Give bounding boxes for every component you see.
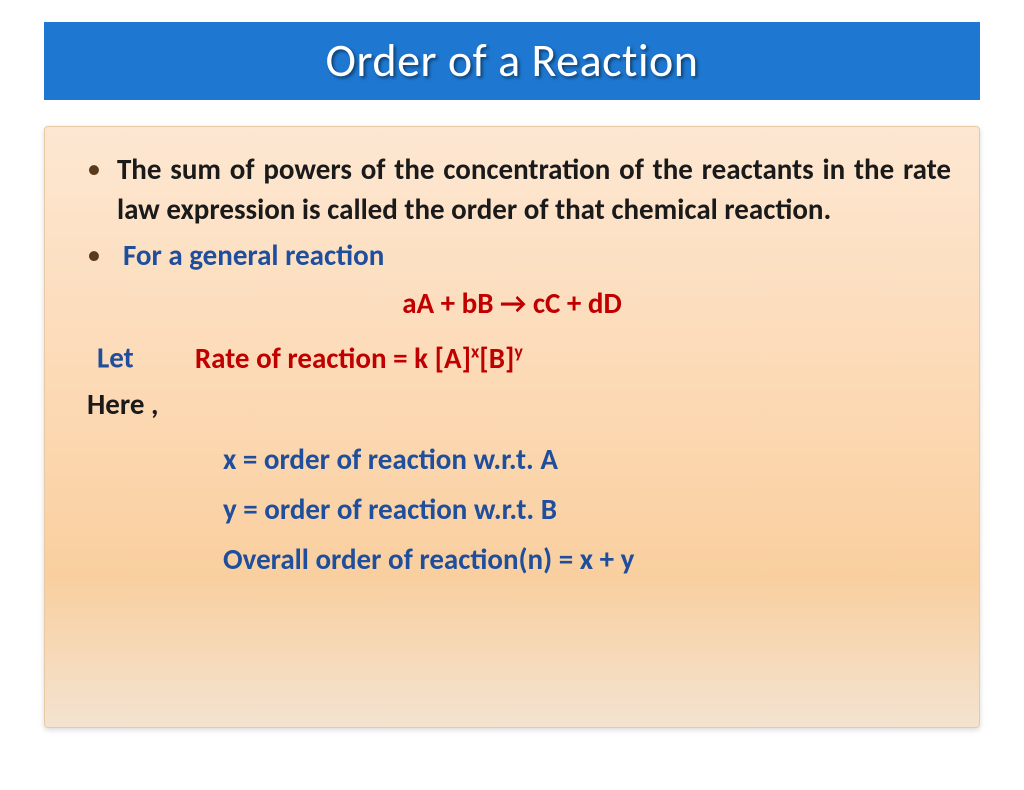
rate-expression: Rate of reaction = k [A]x[B]y xyxy=(195,340,523,376)
general-reaction-label: For a general reaction xyxy=(123,235,384,275)
overall-order-line: Overall order of reaction(n) = x + y xyxy=(223,534,951,584)
x-order-line: x = order of reaction w.r.t. A xyxy=(223,434,951,484)
title-bar: Order of a Reaction xyxy=(44,22,980,100)
here-label: Here , xyxy=(87,384,951,424)
y-order-line: y = order of reaction w.r.t. B xyxy=(223,484,951,534)
content-panel: • The sum of powers of the concentration… xyxy=(44,126,980,728)
bullet-icon: • xyxy=(87,235,101,275)
bullet-icon: • xyxy=(87,149,101,189)
let-label: Let xyxy=(97,340,134,376)
slide-title: Order of a Reaction xyxy=(326,33,699,89)
rate-law-line: Let Rate of reaction = k [A]x[B]y xyxy=(97,331,951,378)
definition-bullet-line: • The sum of powers of the concentration… xyxy=(73,149,951,229)
reaction-equation: aA + bB → cC + dD xyxy=(73,283,951,323)
general-reaction-bullet-line: • For a general reaction xyxy=(73,235,951,275)
definition-text: The sum of powers of the concentration o… xyxy=(117,149,951,229)
